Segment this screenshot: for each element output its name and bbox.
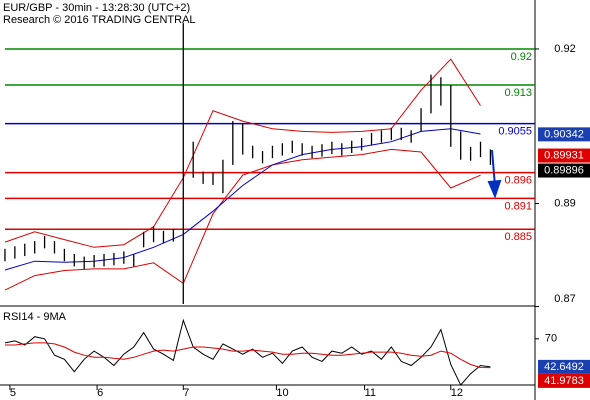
y-tick-label: 0.92 — [554, 43, 575, 55]
x-tick-label: 10 — [276, 387, 288, 399]
rsi-line — [5, 342, 491, 369]
level-label: 0.891 — [504, 200, 532, 212]
price-tag-label: 0.90342 — [544, 128, 584, 140]
price-tag-label: 0.89931 — [544, 149, 584, 161]
y-tick-label: 0.89 — [554, 197, 575, 209]
level-label: 0.885 — [504, 231, 532, 243]
y-tick-label: 0.87 — [554, 293, 575, 305]
price-tag-label: 0.89896 — [544, 164, 584, 176]
rsi-tag — [538, 373, 590, 388]
indicator-line — [4, 148, 481, 291]
indicator-line — [4, 58, 481, 248]
rsi-line — [4, 318, 491, 386]
level-label: 0.92 — [511, 51, 532, 63]
level-label: 0.913 — [504, 87, 532, 99]
y-tick-label: 70 — [545, 333, 557, 345]
rsi-title: RSI14 - 9MA — [3, 311, 67, 323]
x-tick-label: 11 — [365, 387, 376, 399]
forecast-arrow — [487, 149, 502, 199]
x-tick-label: 7 — [183, 387, 189, 399]
rsi-tag — [538, 359, 590, 374]
x-tick-label: 12 — [451, 387, 463, 399]
chart-title: EUR/GBP - 30min - 13:28:30 (UTC+2) — [3, 2, 190, 14]
rsi-tag-label: 41.9783 — [544, 375, 584, 387]
level-label: 0.896 — [504, 174, 532, 186]
price-tag — [538, 163, 590, 178]
x-tick-label: 5 — [10, 387, 16, 399]
x-tick-label: 6 — [97, 387, 103, 399]
level-label: 0.9055 — [498, 126, 532, 138]
price-tag — [538, 127, 590, 142]
price-tag — [538, 148, 590, 163]
rsi-tag-label: 42.6492 — [544, 361, 584, 373]
chart-subtitle: Research © 2016 TRADING CENTRAL — [3, 14, 196, 26]
